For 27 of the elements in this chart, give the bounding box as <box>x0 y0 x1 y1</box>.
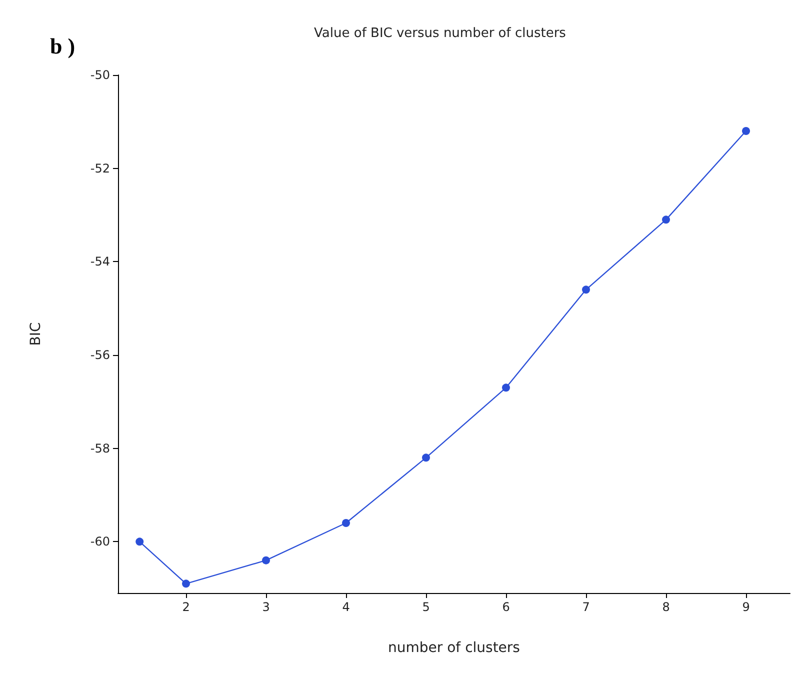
x-tick-label: 4 <box>342 600 350 614</box>
y-tick-label: -56 <box>90 348 110 362</box>
x-tick-label: 2 <box>182 600 190 614</box>
point <box>262 556 270 564</box>
point <box>502 384 510 392</box>
y-tick-label: -54 <box>90 254 110 269</box>
point <box>662 216 670 224</box>
text: b ) <box>50 34 76 58</box>
y-tick-label: -52 <box>90 161 110 176</box>
point <box>742 127 750 135</box>
y-tick-label: -60 <box>90 534 110 549</box>
x-tick-label: 9 <box>742 600 750 614</box>
x-tick-label: 5 <box>422 600 430 614</box>
point <box>182 580 190 588</box>
x-axis-title: number of clusters <box>388 640 520 656</box>
x-tick-label: 6 <box>502 600 510 614</box>
y-tick-label: -58 <box>90 441 110 456</box>
x-tick-label: 7 <box>582 600 590 614</box>
point <box>136 538 144 546</box>
y-axis-title: BIC <box>28 322 44 346</box>
point <box>422 454 430 462</box>
x-tick-label: 3 <box>262 600 270 614</box>
chart-title: Value of BIC versus number of clusters <box>314 26 566 41</box>
x-tick-label: 8 <box>662 600 670 614</box>
point <box>582 286 590 294</box>
point <box>342 519 350 527</box>
y-tick-label: -50 <box>90 68 110 82</box>
